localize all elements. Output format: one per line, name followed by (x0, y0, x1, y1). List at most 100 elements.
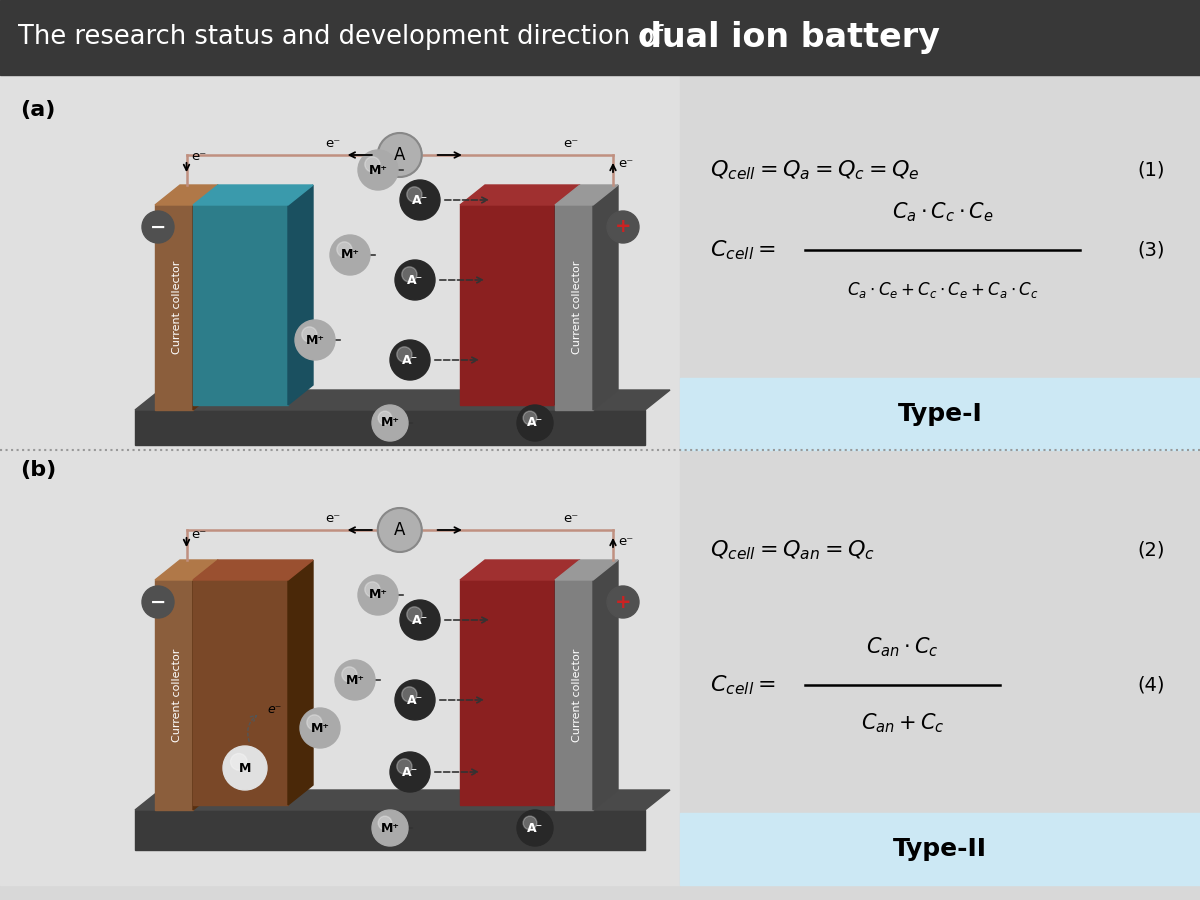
Circle shape (517, 810, 553, 846)
Text: $Q_{cell}= Q_{an}= Q_c$: $Q_{cell}= Q_{an}= Q_c$ (710, 538, 875, 562)
Polygon shape (554, 560, 618, 580)
Bar (134, 810, 646, 850)
Text: M⁺: M⁺ (380, 417, 400, 429)
Polygon shape (134, 790, 670, 810)
Text: A: A (394, 521, 406, 539)
Circle shape (307, 715, 322, 730)
Text: −: − (150, 592, 166, 611)
Text: e⁻: e⁻ (325, 512, 340, 525)
Text: $C_a \cdot C_c \cdot C_e$: $C_a \cdot C_c \cdot C_e$ (892, 200, 994, 224)
Circle shape (395, 680, 436, 720)
Circle shape (523, 816, 536, 830)
Bar (155, 205, 193, 410)
Text: A⁻: A⁻ (402, 766, 418, 778)
Circle shape (407, 187, 422, 202)
Circle shape (302, 327, 317, 342)
Text: −: − (150, 218, 166, 237)
Polygon shape (134, 390, 670, 410)
Text: M: M (239, 761, 251, 775)
Polygon shape (193, 560, 218, 810)
Circle shape (223, 746, 266, 790)
Bar (680, 450, 1200, 885)
Text: A⁻: A⁻ (527, 417, 544, 429)
Text: Current collector: Current collector (172, 648, 182, 742)
Circle shape (523, 411, 536, 425)
Text: A⁻: A⁻ (412, 194, 428, 206)
Circle shape (517, 405, 553, 441)
Circle shape (397, 346, 412, 362)
Text: A⁻: A⁻ (412, 614, 428, 626)
Circle shape (142, 586, 174, 618)
Bar (155, 580, 193, 810)
Text: $C_{cell}=$: $C_{cell}=$ (710, 673, 775, 697)
Circle shape (378, 133, 421, 177)
Circle shape (395, 260, 436, 300)
Text: A⁻: A⁻ (407, 274, 424, 286)
Text: e⁻: e⁻ (563, 137, 578, 150)
Text: +: + (614, 592, 631, 611)
Bar (0, 75, 680, 450)
Bar (0, 450, 680, 885)
Text: (b): (b) (20, 460, 56, 480)
Circle shape (337, 242, 352, 257)
Circle shape (402, 266, 418, 282)
Bar (460, 205, 554, 405)
Polygon shape (554, 560, 580, 805)
Bar (554, 580, 593, 810)
Text: dual ion battery: dual ion battery (638, 21, 940, 54)
Text: M⁺: M⁺ (311, 722, 330, 734)
Text: M⁺: M⁺ (306, 334, 324, 346)
Circle shape (342, 667, 358, 682)
Text: (a): (a) (20, 100, 55, 120)
Circle shape (372, 810, 408, 846)
Circle shape (378, 411, 391, 425)
Circle shape (378, 508, 421, 552)
Polygon shape (554, 185, 618, 205)
Circle shape (335, 660, 374, 700)
Text: (2): (2) (1138, 541, 1165, 560)
Polygon shape (155, 560, 218, 580)
Text: $Q_{cell}= Q_a= Q_c=Q_e$: $Q_{cell}= Q_a= Q_c=Q_e$ (710, 158, 919, 182)
Bar (193, 205, 288, 405)
Text: e⁻: e⁻ (266, 703, 281, 716)
Text: (1): (1) (1138, 160, 1165, 179)
Circle shape (397, 759, 412, 774)
Polygon shape (593, 185, 618, 410)
Text: (3): (3) (1138, 240, 1165, 259)
Circle shape (330, 235, 370, 275)
Polygon shape (193, 185, 218, 410)
Polygon shape (460, 560, 580, 580)
Text: Type-II: Type-II (893, 837, 986, 861)
Text: Current collector: Current collector (572, 261, 582, 355)
Circle shape (230, 753, 247, 770)
Circle shape (142, 211, 174, 243)
Text: A⁻: A⁻ (402, 354, 418, 366)
Text: Current collector: Current collector (172, 261, 182, 355)
Bar (193, 580, 288, 805)
Text: +: + (614, 218, 631, 237)
Circle shape (400, 180, 440, 220)
Bar (460, 580, 554, 805)
Circle shape (365, 581, 380, 597)
Circle shape (372, 405, 408, 441)
Polygon shape (593, 560, 618, 810)
Text: A: A (394, 146, 406, 164)
Bar (134, 410, 646, 445)
Text: Current collector: Current collector (572, 648, 582, 742)
Circle shape (358, 575, 398, 615)
Text: e⁻: e⁻ (325, 137, 340, 150)
Circle shape (407, 607, 422, 622)
Circle shape (400, 600, 440, 640)
Circle shape (300, 708, 340, 748)
Text: M⁺: M⁺ (346, 673, 365, 687)
Polygon shape (288, 560, 313, 805)
Circle shape (390, 340, 430, 380)
Circle shape (365, 157, 380, 172)
Text: $C_{an} \cdot C_c$: $C_{an} \cdot C_c$ (866, 635, 938, 659)
Text: M⁺: M⁺ (341, 248, 360, 262)
Polygon shape (193, 560, 313, 580)
Circle shape (390, 752, 430, 792)
Bar (680, 813, 1200, 885)
Text: e⁻: e⁻ (192, 528, 206, 541)
Text: e⁻: e⁻ (563, 512, 578, 525)
